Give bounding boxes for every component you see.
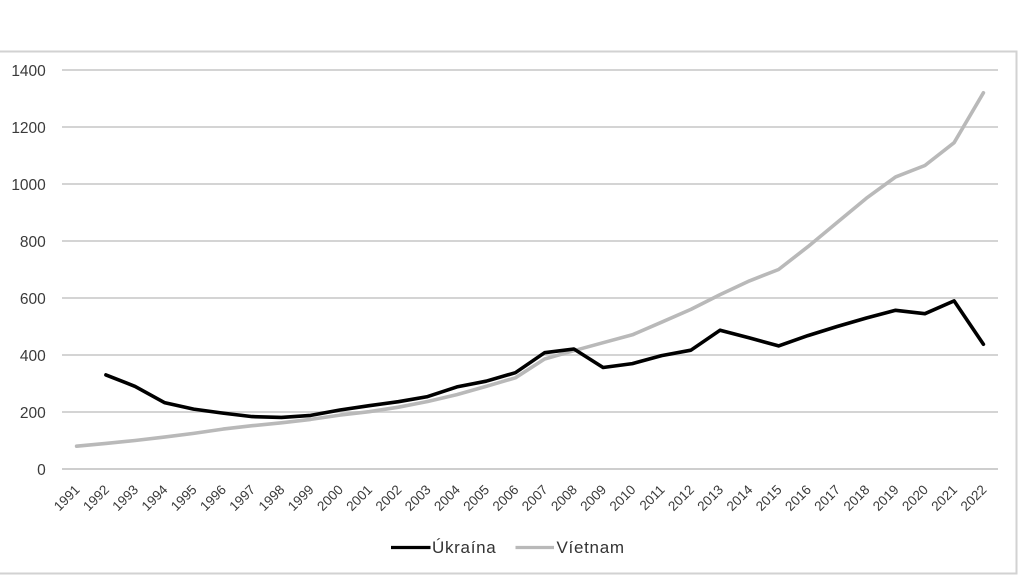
- svg-text:1200: 1200: [11, 120, 46, 137]
- svg-text:800: 800: [20, 234, 46, 251]
- svg-text:0: 0: [37, 462, 46, 479]
- svg-text:Úkraína: Úkraína: [432, 538, 496, 557]
- svg-text:1000: 1000: [11, 177, 46, 194]
- svg-text:1400: 1400: [11, 63, 46, 80]
- svg-text:200: 200: [20, 405, 46, 422]
- svg-text:400: 400: [20, 348, 46, 365]
- svg-text:600: 600: [20, 291, 46, 308]
- svg-text:Víetnam: Víetnam: [557, 538, 625, 557]
